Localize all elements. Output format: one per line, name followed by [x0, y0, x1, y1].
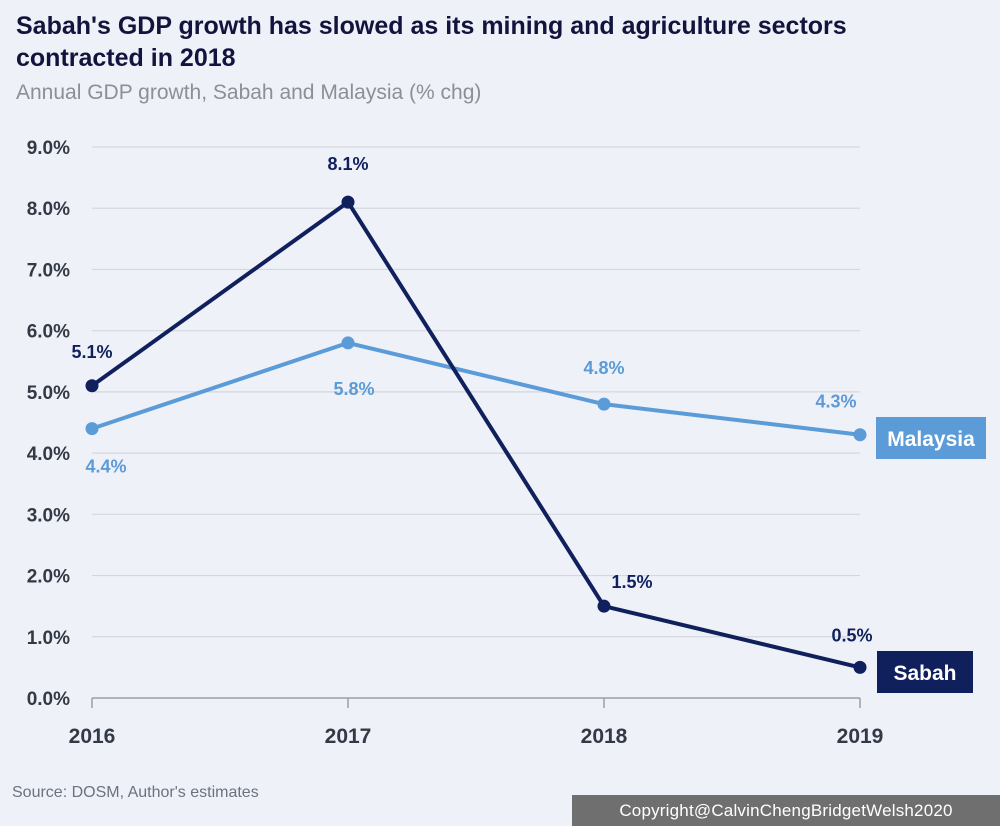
data-point-sabah	[597, 599, 611, 613]
y-tick-label: 6.0%	[27, 322, 70, 343]
data-point-sabah	[85, 379, 99, 393]
data-label-malaysia: 4.8%	[583, 358, 624, 378]
line-chart: 0.0% 1.0% 2.0% 3.0% 4.0% 5.0% 6.0% 7.0% 8.0% 9.0%…	[27, 138, 986, 748]
y-tick-label: 2.0%	[27, 567, 70, 588]
x-tick-label: 2018	[581, 725, 628, 748]
data-label-sabah: 5.1%	[71, 342, 112, 362]
data-label-malaysia: 4.4%	[85, 457, 126, 477]
x-tick-label: 2017	[325, 725, 372, 748]
legend-label-malaysia: Malaysia	[887, 428, 975, 451]
data-point-malaysia	[853, 428, 867, 442]
chart-title: Sabah's GDP growth has slowed as its min…	[16, 12, 847, 72]
legend-box-sabah	[877, 651, 973, 693]
y-tick-label: 8.0%	[27, 199, 70, 220]
data-label-sabah: 8.1%	[327, 154, 368, 174]
data-point-malaysia	[85, 422, 99, 436]
data-point-sabah	[853, 660, 867, 674]
data-point-malaysia	[597, 397, 611, 411]
x-tick-label: 2016	[69, 725, 116, 748]
legend-box-malaysia	[876, 417, 986, 459]
data-label-malaysia: 4.3%	[815, 392, 856, 412]
x-tick-label: 2019	[837, 725, 884, 748]
y-tick-label: 4.0%	[27, 444, 70, 465]
copyright-banner: Copyright@CalvinChengBridgetWelsh2020	[572, 795, 1000, 826]
series-line-sabah	[90, 200, 861, 670]
y-tick-label: 0.0%	[27, 689, 70, 710]
source-note: Source: DOSM, Author's estimates	[12, 784, 259, 801]
chart-subtitle: Annual GDP growth, Sabah and Malaysia (%…	[16, 81, 482, 104]
data-label-sabah: 0.5%	[831, 625, 872, 645]
y-tick-label: 1.0%	[27, 628, 70, 649]
data-label-sabah: 1.5%	[611, 572, 652, 592]
series-line-malaysia	[91, 340, 861, 437]
y-tick-label: 7.0%	[27, 260, 70, 281]
y-tick-label: 5.0%	[27, 383, 70, 404]
data-point-malaysia	[341, 336, 355, 350]
data-label-malaysia: 5.8%	[333, 379, 374, 399]
data-point-sabah	[341, 195, 355, 209]
legend-label-sabah: Sabah	[893, 662, 956, 685]
y-tick-label: 3.0%	[27, 505, 70, 526]
y-tick-label: 9.0%	[27, 138, 70, 159]
